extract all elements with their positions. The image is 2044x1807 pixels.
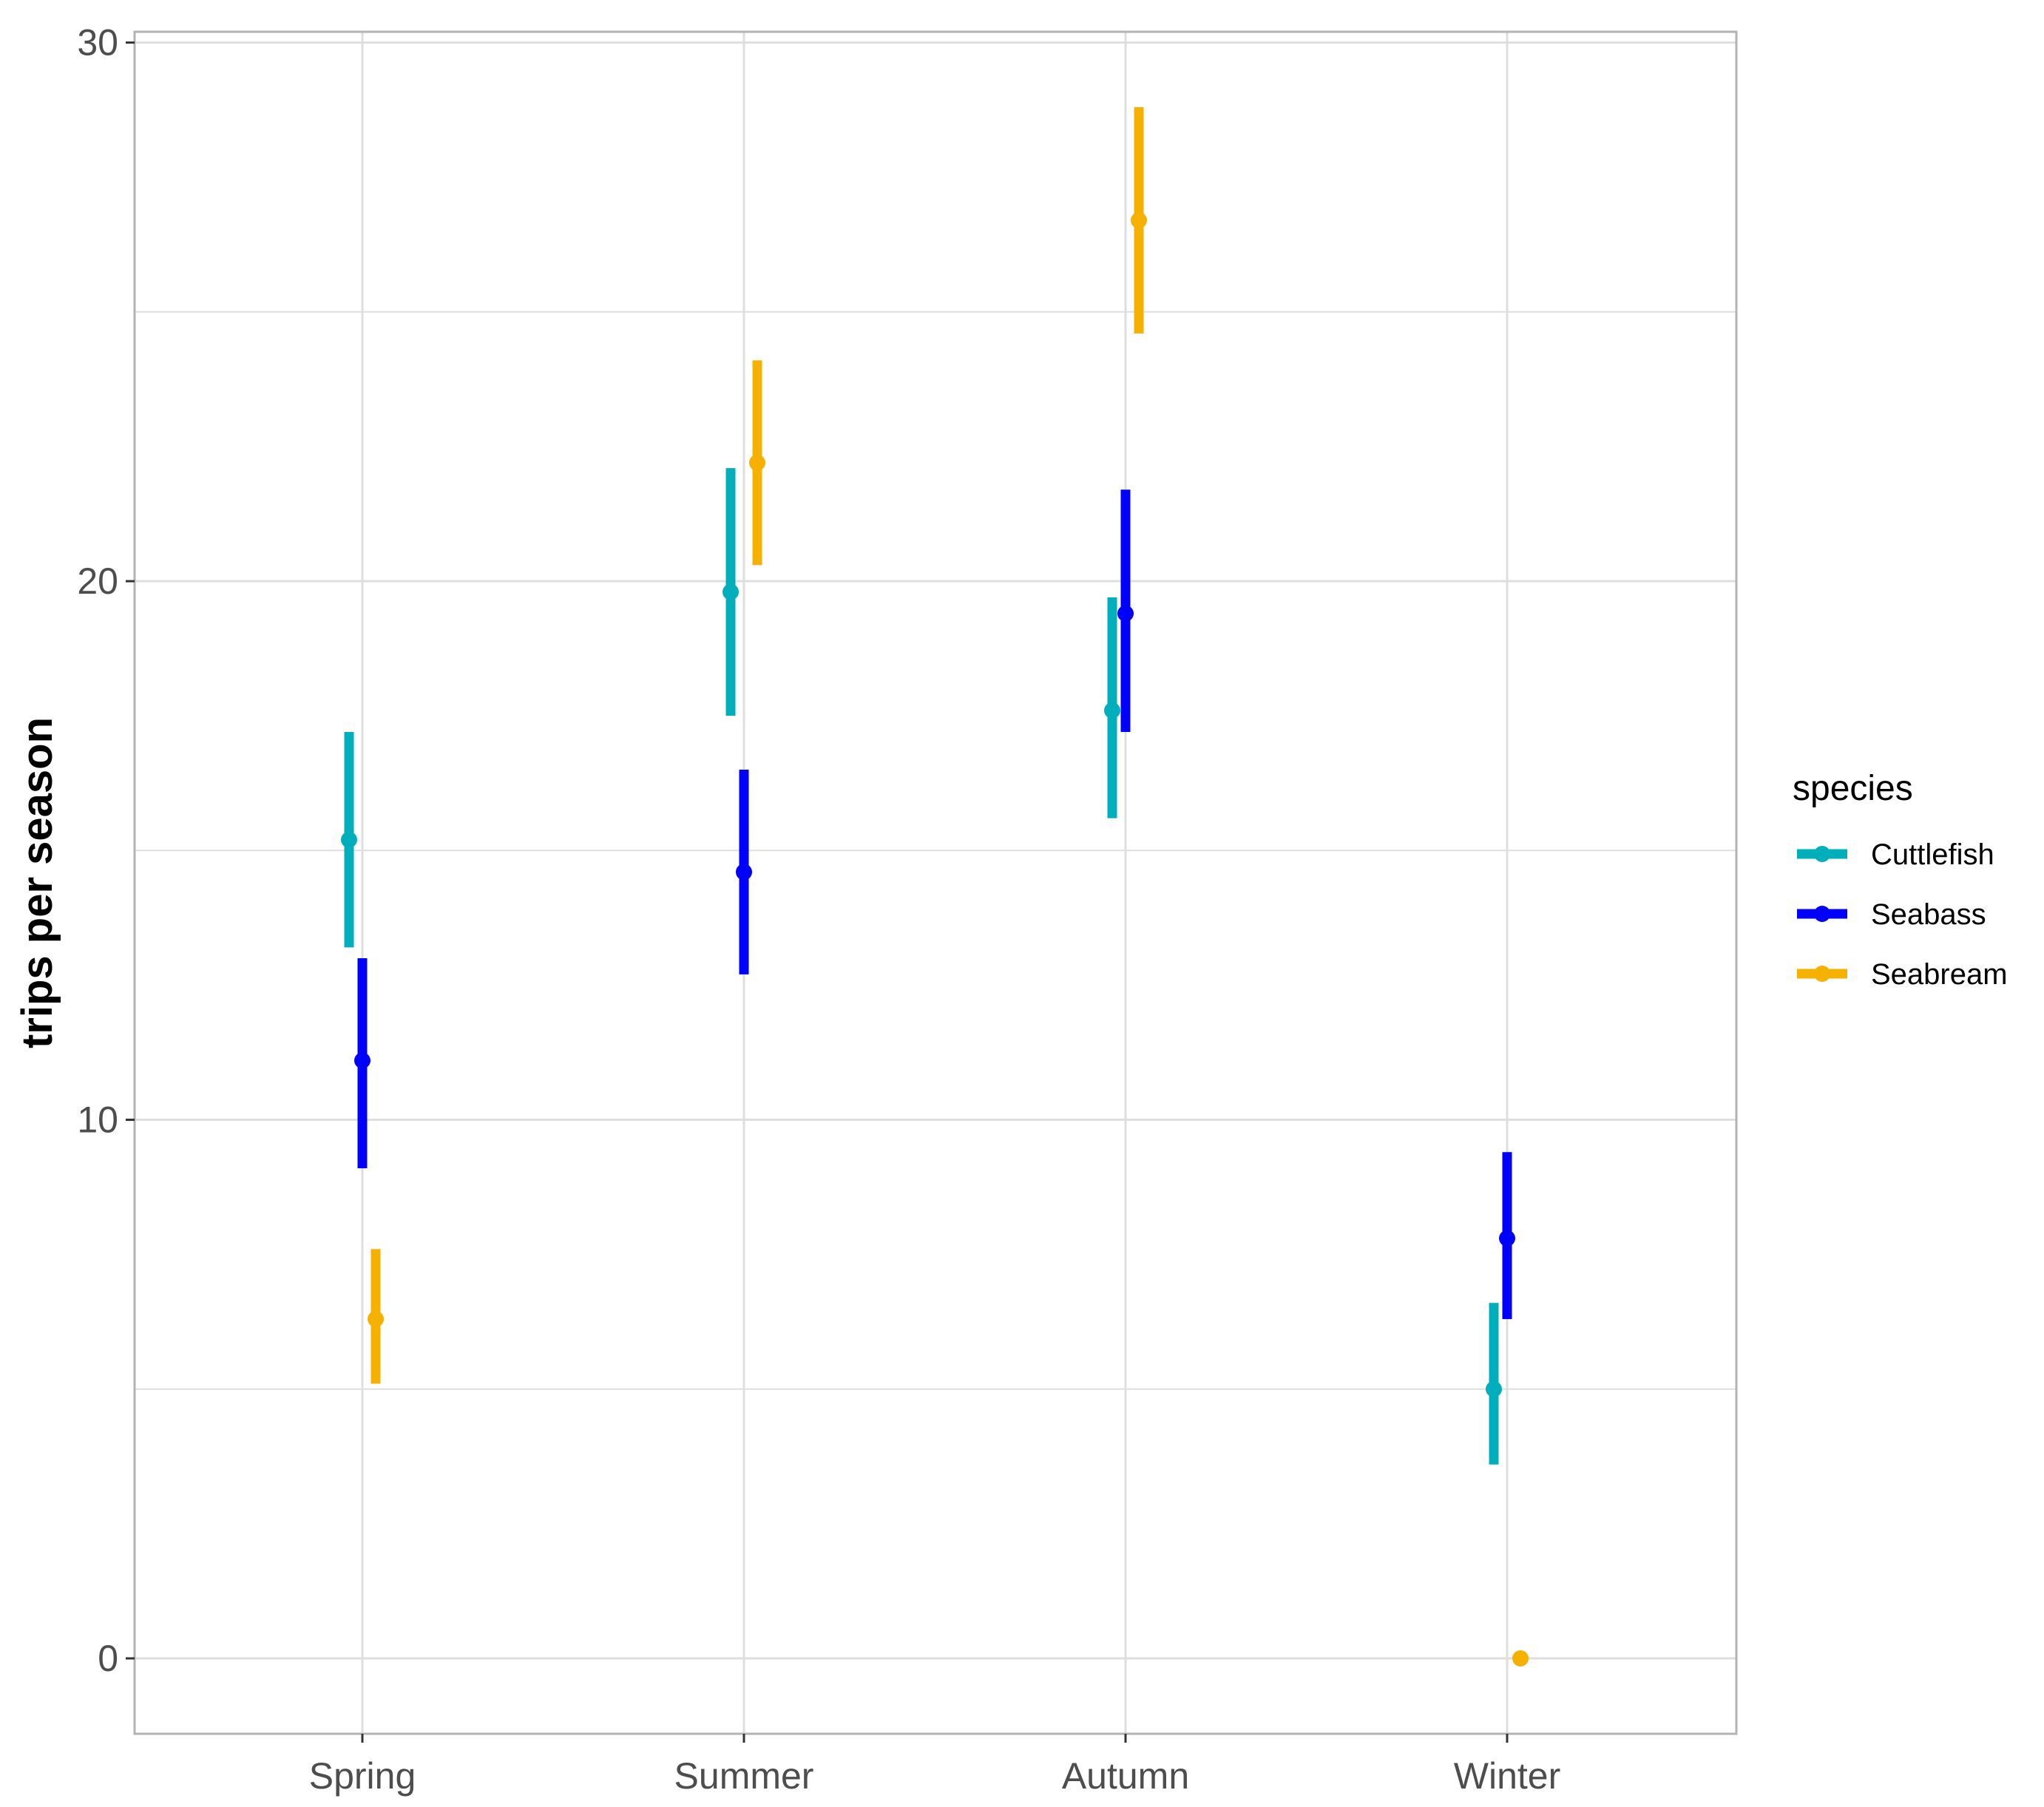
- y-axis-title: trips per season: [13, 717, 61, 1048]
- x-tick-label: Spring: [309, 1755, 416, 1797]
- x-axis-ticks: Spring Summer Autumn Winter: [309, 1734, 1560, 1797]
- data-point: [1512, 1650, 1529, 1667]
- data-point: [1117, 605, 1134, 622]
- data-point: [368, 1311, 384, 1328]
- series-cuttlefish: [341, 468, 1502, 1465]
- plot-panel: [135, 32, 1736, 1734]
- series-seabass: [354, 489, 1515, 1320]
- legend-item: Seabass: [1797, 898, 1986, 931]
- y-axis-ticks: 0 10 20 30: [77, 22, 135, 1679]
- legend-title: species: [1793, 769, 1913, 808]
- data-point: [736, 864, 752, 881]
- legend-item: Seabream: [1797, 958, 2008, 991]
- legend-items: Cuttlefish Seabass Seabream: [1797, 838, 2008, 991]
- data-point: [1104, 702, 1120, 719]
- legend-key-point: [1814, 846, 1830, 862]
- data-point: [1499, 1230, 1515, 1247]
- x-tick-label: Winter: [1454, 1755, 1560, 1797]
- data-point: [354, 1052, 370, 1069]
- legend-label: Cuttlefish: [1871, 838, 1994, 871]
- plot-panel-border: [133, 30, 1738, 1735]
- x-tick-label: Autumn: [1062, 1755, 1189, 1797]
- y-tick-label: 30: [77, 22, 118, 64]
- data-point: [722, 583, 739, 600]
- legend-item: Cuttlefish: [1797, 838, 1994, 871]
- y-tick-label: 20: [77, 560, 118, 602]
- legend-label: Seabream: [1871, 958, 2008, 991]
- legend-label: Seabass: [1871, 898, 1986, 931]
- series-seabream: [368, 106, 1529, 1667]
- legend-key-point: [1814, 966, 1830, 982]
- data-point: [1486, 1380, 1502, 1397]
- x-tick-label: Summer: [674, 1755, 814, 1797]
- data-point: [341, 831, 357, 848]
- legend-key-point: [1814, 906, 1830, 922]
- data-point: [1131, 211, 1147, 228]
- y-tick-label: 10: [77, 1099, 118, 1141]
- chart-marks: [341, 106, 1529, 1667]
- legend: species Cuttlefish Seabass Seabream: [1793, 769, 2008, 991]
- data-point: [749, 454, 765, 471]
- y-tick-label: 0: [98, 1638, 118, 1679]
